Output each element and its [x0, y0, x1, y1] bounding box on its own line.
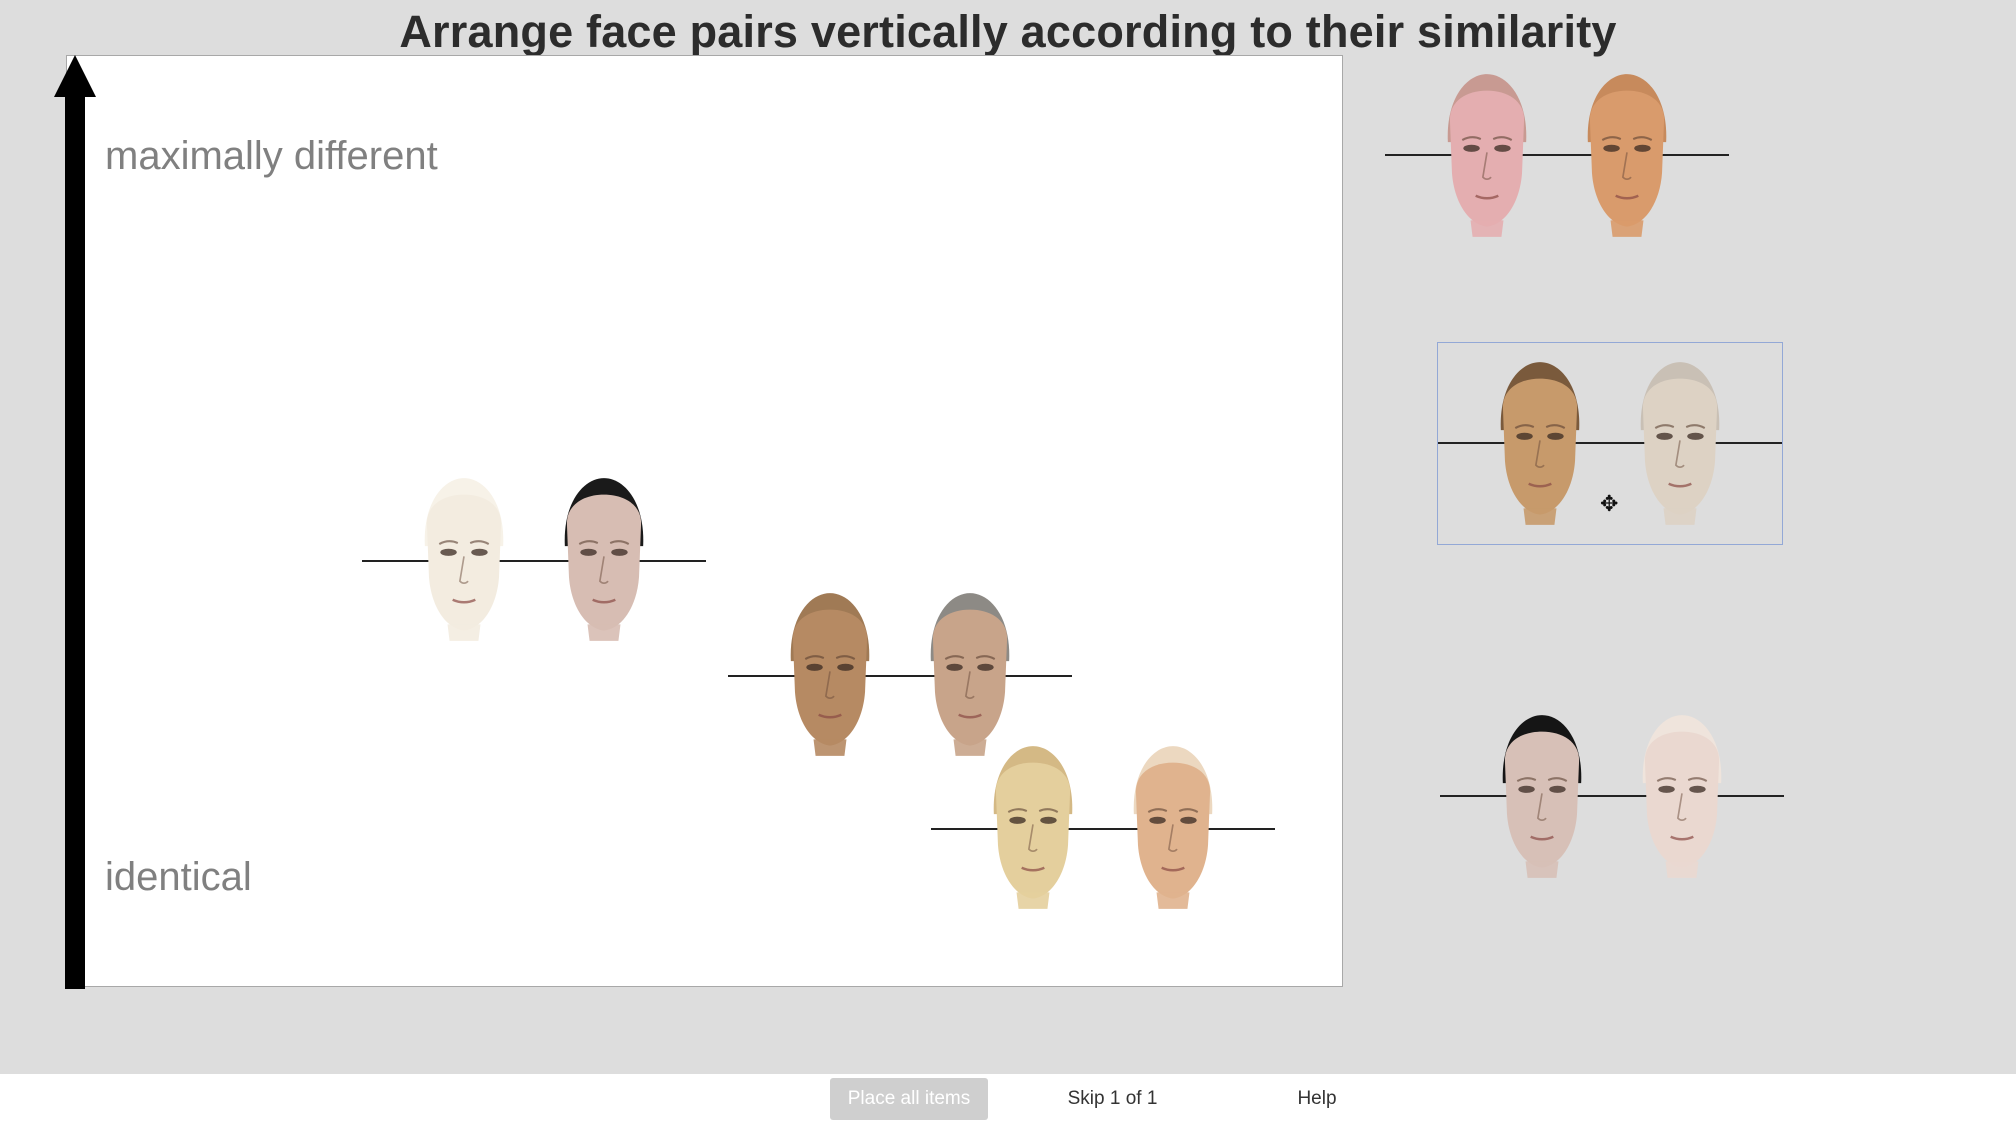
face-image — [1628, 358, 1732, 528]
face-image — [1575, 70, 1679, 240]
help-button[interactable]: Help — [1287, 1078, 1347, 1120]
face-image — [1490, 711, 1594, 881]
skip-button[interactable]: Skip 1 of 1 — [1055, 1078, 1170, 1120]
place-all-button[interactable]: Place all items — [830, 1078, 988, 1120]
face-image — [918, 589, 1022, 759]
page-title: Arrange face pairs vertically according … — [0, 6, 2016, 58]
face-image — [552, 474, 656, 644]
unplaced-face-pair-selected[interactable]: ✥ — [1438, 343, 1782, 544]
face-image — [412, 474, 516, 644]
face-image — [981, 742, 1085, 912]
placed-face-pair[interactable] — [931, 742, 1275, 922]
face-image — [1488, 358, 1592, 528]
face-image — [1630, 711, 1734, 881]
face-image — [778, 589, 882, 759]
face-image — [1435, 70, 1539, 240]
unplaced-face-pair[interactable] — [1385, 70, 1729, 250]
unplaced-face-pair[interactable] — [1440, 711, 1784, 891]
axis-arrow-up-icon — [54, 55, 96, 97]
move-cursor-icon: ✥ — [1600, 494, 1618, 516]
footer-bar — [0, 1074, 2016, 1131]
axis-label-top: maximally different — [105, 134, 438, 179]
face-image — [1121, 742, 1225, 912]
axis-label-bottom: identical — [105, 855, 252, 900]
placed-face-pair[interactable] — [362, 474, 706, 654]
similarity-axis — [65, 92, 85, 989]
